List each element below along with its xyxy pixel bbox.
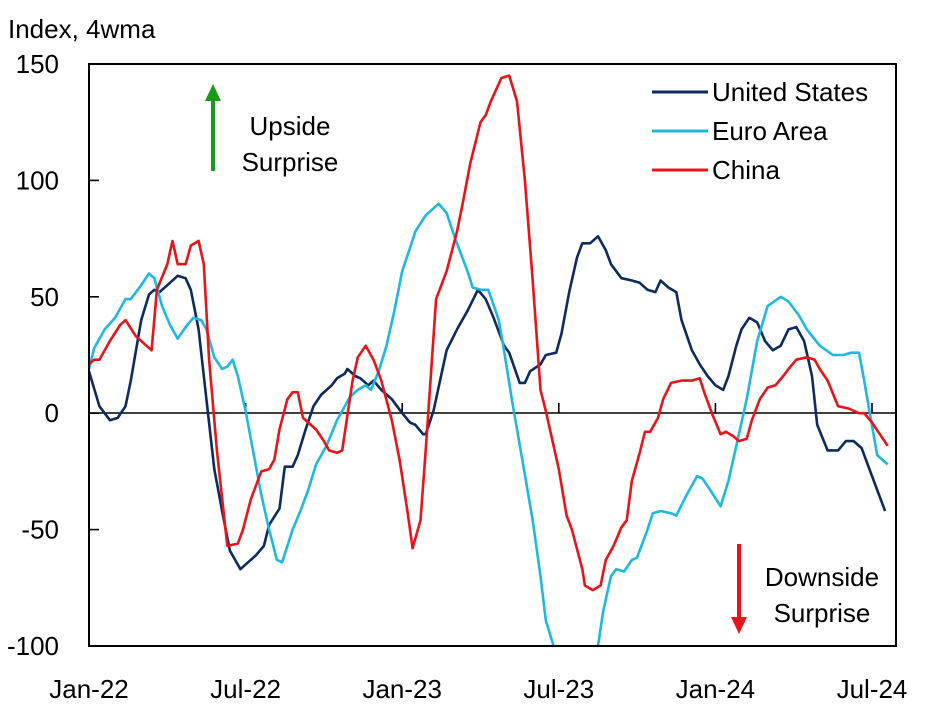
- up-arrow-head-icon: [205, 84, 221, 101]
- x-tick-label: Jul-23: [523, 674, 594, 704]
- legend: United States Euro Area China: [640, 70, 890, 192]
- x-tick-label: Jul-22: [210, 674, 281, 704]
- y-tick-label: 50: [30, 282, 59, 312]
- y-tick-label: -100: [7, 631, 59, 661]
- upside-annotation: Upside Surprise: [205, 84, 338, 177]
- downside-label-line2: Surprise: [774, 598, 871, 628]
- downside-label-line1: Downside: [765, 562, 879, 592]
- downside-annotation: Downside Surprise: [731, 544, 879, 634]
- y-tick-label: 150: [16, 49, 59, 79]
- down-arrow-head-icon: [731, 617, 747, 634]
- x-tick-label: Jul-24: [837, 674, 908, 704]
- legend-label: China: [712, 155, 780, 185]
- upside-label-line1: Upside: [250, 111, 331, 141]
- y-axis-label: Index, 4wma: [8, 14, 156, 44]
- series-line-united-states: [89, 235, 887, 571]
- series-line-euro-area: [89, 202, 889, 646]
- x-tick-label: Jan-22: [49, 674, 129, 704]
- x-axis: Jan-22 Jul-22 Jan-23 Jul-23 Jan-24 Jul-24: [49, 403, 907, 704]
- legend-label: United States: [712, 77, 868, 107]
- legend-label: Euro Area: [712, 116, 828, 146]
- y-tick-label: -50: [21, 515, 59, 545]
- y-tick-label: 0: [45, 398, 59, 428]
- y-tick-label: 100: [16, 165, 59, 195]
- plot-frame: [88, 63, 897, 647]
- upside-label-line2: Surprise: [242, 147, 339, 177]
- series-layer: [89, 74, 889, 646]
- x-tick-label: Jan-24: [676, 674, 756, 704]
- series-line-china: [89, 74, 889, 592]
- y-axis: -100 -50 0 50 100 150: [7, 49, 99, 661]
- x-tick-label: Jan-23: [362, 674, 442, 704]
